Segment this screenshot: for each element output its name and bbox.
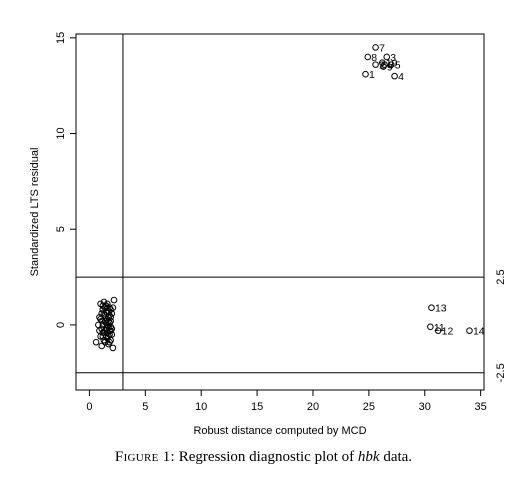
data-point: [103, 304, 111, 311]
y-axis: 0 5 10 15: [55, 32, 76, 328]
x-axis-title: Robust distance computed by MCD: [193, 425, 366, 437]
x-tick-label: 30: [419, 401, 431, 413]
x-axis: 0 5 10 15 20 25 30 35: [86, 389, 487, 413]
data-point: [101, 317, 109, 325]
point-label: 12: [442, 326, 454, 338]
point-label: 2: [379, 60, 385, 72]
x-tick-label: 15: [251, 401, 263, 413]
point-label: 1: [369, 69, 375, 81]
point-label: 7: [379, 42, 385, 54]
x-tick-label: 35: [475, 401, 487, 413]
data-point: [99, 329, 107, 336]
data-point-labeled: [427, 323, 434, 331]
data-point-labeled: [380, 63, 387, 70]
data-point-labeled: [372, 61, 379, 68]
data-point: [98, 310, 106, 317]
caption-text-before: Regression diagnostic plot of: [175, 449, 358, 465]
y-axis-title: Standardized LTS residual: [29, 148, 41, 277]
y-tick-label: 5: [55, 226, 67, 232]
point-label: 6: [388, 60, 394, 72]
data-point: [107, 323, 114, 331]
data-point-labeled: [387, 61, 395, 68]
data-point: [92, 338, 100, 346]
figure-caption: Figure 1: Regression diagnostic plot of …: [0, 449, 527, 466]
data-point-labeled: [466, 327, 473, 334]
data-point-labeled: [434, 327, 442, 334]
data-point-labeled: [428, 304, 435, 311]
point-label: 11: [434, 322, 445, 334]
caption-text-after: data.: [379, 449, 413, 465]
data-points: [92, 44, 473, 352]
data-point-labeled: [364, 53, 372, 61]
data-point-labeled: [391, 72, 398, 80]
caption-emphasis: hbk: [357, 449, 380, 465]
point-label: 13: [435, 303, 447, 315]
data-point: [98, 342, 106, 350]
point-label: 14: [473, 326, 485, 338]
caption-label: Figure 1:: [114, 449, 175, 465]
data-point: [105, 313, 112, 321]
data-point: [98, 325, 106, 333]
point-label: 4: [398, 71, 404, 83]
data-point-labeled: [378, 59, 386, 67]
x-tick-label: 5: [142, 401, 148, 413]
y-tick-label: 0: [55, 322, 67, 328]
data-point: [107, 306, 114, 313]
data-point-labeled: [362, 70, 369, 78]
point-label: 10: [386, 58, 398, 70]
y-tick-label: 10: [55, 127, 67, 139]
data-point: [109, 344, 117, 352]
x-tick-label: 20: [307, 401, 319, 413]
right-tick-label: 2.5: [495, 269, 507, 284]
data-point: [106, 338, 113, 346]
point-label: 9: [387, 62, 393, 74]
data-point-labeled: [372, 44, 379, 51]
x-tick-label: 10: [195, 401, 207, 413]
point-label: 5: [395, 60, 401, 72]
plot-frame: [75, 33, 485, 391]
cutoff-lines: [76, 34, 484, 390]
right-axis-labels: -2.5 2.5: [495, 269, 507, 382]
data-point: [108, 331, 116, 338]
data-point: [102, 333, 110, 340]
data-point: [105, 317, 112, 325]
right-tick-label: -2.5: [495, 363, 507, 382]
y-tick-label: 15: [55, 32, 67, 44]
point-label: 3: [390, 52, 396, 64]
x-tick-label: 0: [86, 401, 92, 413]
data-point: [110, 296, 118, 304]
x-tick-label: 25: [363, 401, 375, 413]
point-label: 8: [371, 52, 377, 64]
data-point-labeled: [383, 53, 391, 61]
